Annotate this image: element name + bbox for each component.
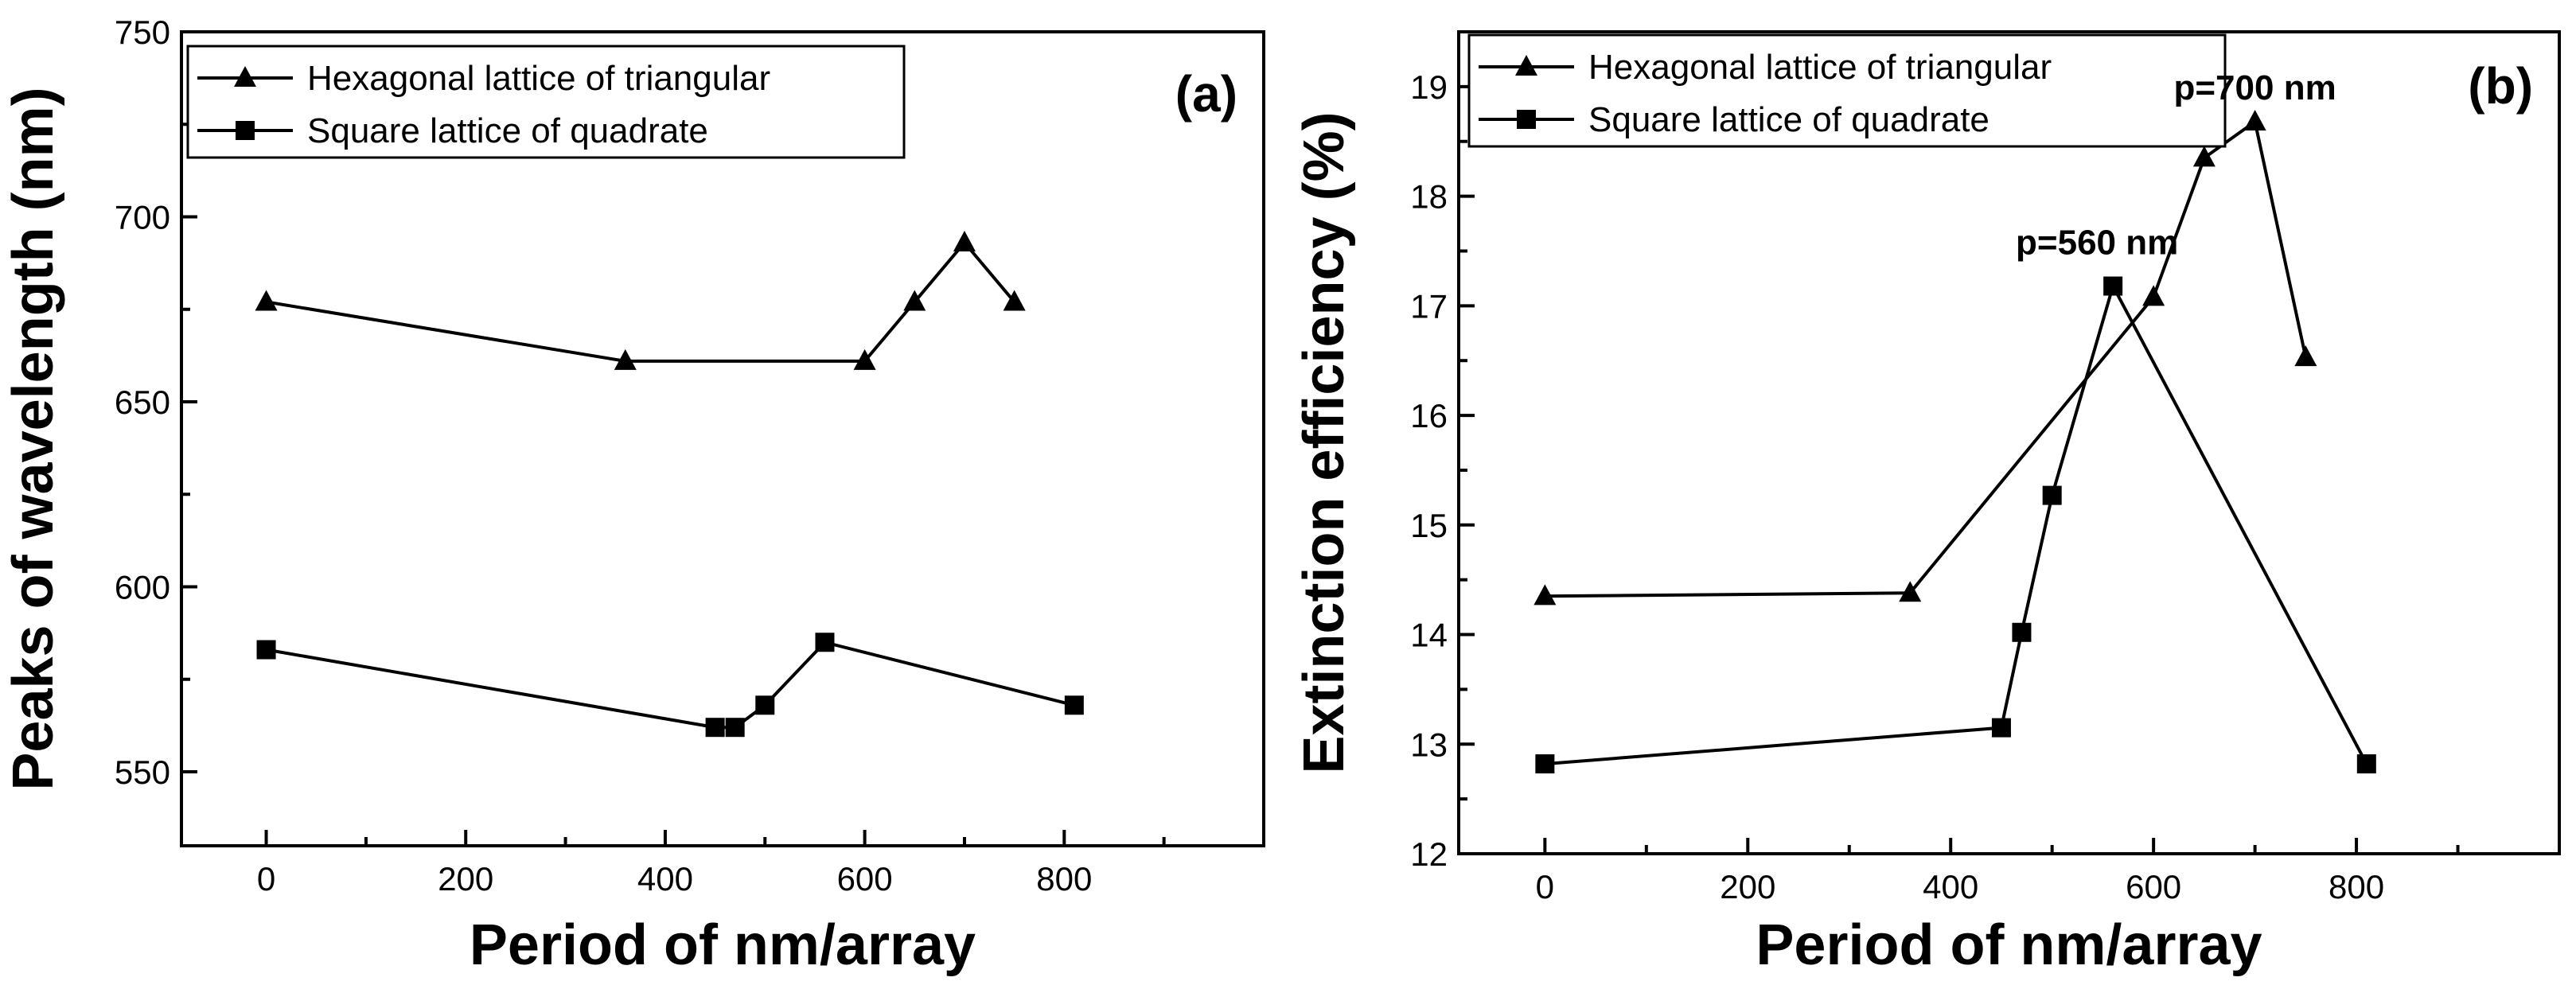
- square-marker: [2103, 276, 2123, 296]
- x-tick-label: 800: [1036, 860, 1092, 897]
- legend-triangle-marker: [1515, 55, 1537, 76]
- annotation-label: p=560 nm: [2016, 224, 2178, 263]
- x-tick-label: 800: [2329, 868, 2384, 905]
- x-tick-label: 400: [1923, 868, 1978, 905]
- square-marker: [2042, 485, 2062, 505]
- y-tick-label: 650: [115, 384, 170, 421]
- triangle-marker: [614, 348, 637, 370]
- series-line-square: [1545, 282, 2368, 766]
- square-marker: [2012, 622, 2032, 642]
- x-axis-title: Period of nm/array: [470, 913, 976, 977]
- square-marker: [256, 640, 276, 660]
- annotation-label: p=700 nm: [2173, 68, 2336, 107]
- y-tick-label: 550: [115, 753, 170, 791]
- triangle-marker: [1899, 581, 1922, 602]
- legend-box: [186, 45, 906, 159]
- y-tick-label: 700: [115, 199, 170, 236]
- y-tick-label: 19: [1410, 68, 1448, 106]
- y-axis-title: Peaks of wavelength (nm): [2, 87, 65, 790]
- y-tick-label: 16: [1410, 397, 1448, 434]
- square-marker: [2356, 754, 2376, 774]
- x-tick-label: 400: [637, 860, 693, 897]
- plot-frame: [180, 30, 1265, 847]
- triangle-marker: [2192, 146, 2216, 167]
- x-tick-label: 0: [1536, 868, 1554, 905]
- square-marker: [705, 718, 725, 738]
- legend-label: Square lattice of quadrate: [307, 111, 708, 150]
- triangle-marker: [953, 231, 976, 252]
- legend-square-marker: [1517, 110, 1536, 129]
- square-marker: [755, 695, 775, 715]
- y-tick-label: 12: [1410, 835, 1448, 873]
- x-tick-label: 0: [257, 860, 275, 897]
- y-tick-label: 17: [1410, 287, 1448, 325]
- legend-square-marker: [236, 121, 255, 140]
- x-axis-title: Period of nm/array: [1756, 913, 2262, 977]
- y-tick-label: 15: [1410, 507, 1448, 544]
- chart-panel-b: 0 200 400 600 800 12 13 14 15 16 17 18 19 Period of n…: [1292, 30, 2561, 977]
- square-marker: [1991, 718, 2011, 738]
- triangle-marker: [1003, 290, 1026, 311]
- series-line-hexagonal: [266, 239, 1016, 363]
- legend-box: [1467, 33, 2227, 148]
- panel-label: (a): [1175, 65, 1237, 123]
- legend-label: Square lattice of quadrate: [1588, 100, 1989, 139]
- y-tick-label: 14: [1410, 617, 1448, 654]
- series-line-square: [266, 641, 1075, 730]
- y-axis-title: Extinction efficiency (%): [1292, 111, 1356, 773]
- legend-triangle-marker: [234, 66, 256, 87]
- square-marker: [1535, 754, 1555, 774]
- chart-panel-a: 0 200 400 600 800 550 600 650 700 750 Period of nm…: [2, 14, 1265, 977]
- x-tick-label: 200: [1720, 868, 1775, 905]
- triangle-marker: [1534, 584, 1557, 605]
- x-tick-label: 200: [438, 860, 493, 897]
- y-tick-label: 600: [115, 569, 170, 606]
- square-marker: [1064, 695, 1084, 715]
- legend: Hexagonal lattice of triangular Square la…: [1467, 33, 2227, 148]
- legend-label: Hexagonal lattice of triangular: [307, 59, 770, 98]
- panel-label: (b): [2468, 57, 2533, 115]
- y-tick-label: 750: [115, 14, 170, 51]
- x-tick-label: 600: [837, 860, 893, 897]
- plot-frame: [1457, 30, 2561, 855]
- triangle-marker: [2294, 345, 2317, 367]
- legend: Hexagonal lattice of triangular Square la…: [186, 45, 906, 159]
- triangle-marker: [255, 290, 278, 311]
- triangle-marker: [2142, 285, 2165, 306]
- triangle-marker: [903, 290, 926, 311]
- y-tick-label: 13: [1410, 726, 1448, 763]
- triangle-marker: [2243, 109, 2266, 130]
- square-marker: [725, 718, 745, 738]
- series-line-hexagonal: [1545, 119, 2308, 598]
- triangle-marker: [853, 348, 876, 370]
- legend-label: Hexagonal lattice of triangular: [1588, 48, 2052, 87]
- y-tick-label: 18: [1410, 178, 1448, 216]
- square-marker: [815, 633, 835, 652]
- x-tick-label: 600: [2126, 868, 2181, 905]
